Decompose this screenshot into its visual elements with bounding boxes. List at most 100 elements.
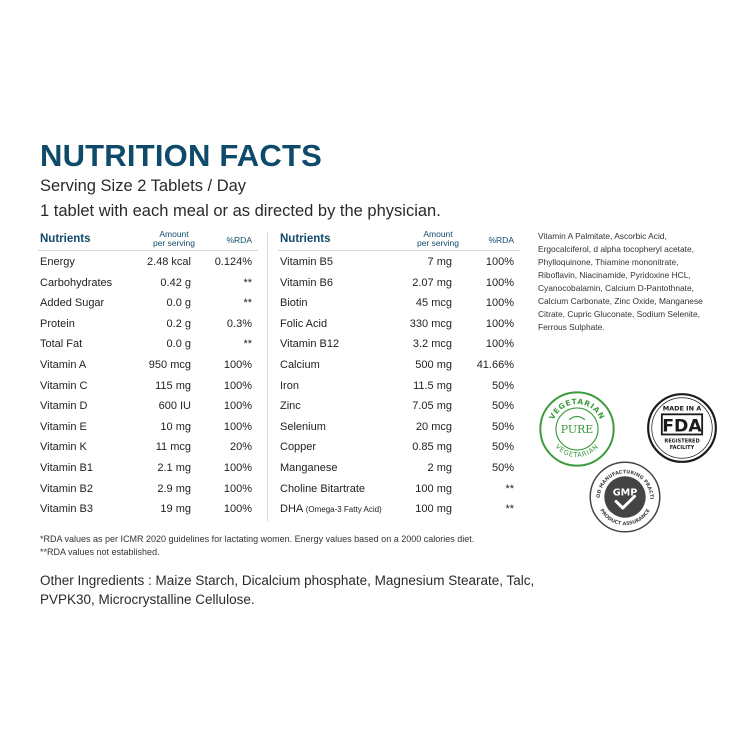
nutrient-name-text: Vitamin B2: [40, 482, 93, 495]
nutrient-rda: 0.124%: [214, 256, 252, 268]
table-row: Carbohydrates 0.42 g **: [38, 272, 258, 293]
gmp-center-text: GMP: [613, 488, 638, 499]
nutrient-name-text: Choline Bitartrate: [280, 482, 365, 495]
nutrient-amount: 0.85 mg: [412, 441, 452, 454]
table-row: Vitamin C 115 mg 100%: [38, 375, 258, 396]
nutrient-rda: 0.3%: [226, 317, 252, 330]
nutrient-amount: 2.07 mg: [412, 276, 452, 289]
nutrient-name-text: Copper: [280, 441, 317, 454]
nutrient-name: Folic Acid: [280, 318, 327, 330]
nutrient-name: Vitamin D: [40, 400, 87, 412]
nutrient-amount: 20 mcg: [415, 420, 452, 433]
nutrient-rda: **: [243, 297, 252, 310]
table-row: Manganese 2 mg 50%: [278, 457, 520, 478]
nutrient-name: Protein: [40, 318, 75, 330]
header-amount-line2: per serving: [152, 238, 196, 248]
nutrient-rows-left: Energy 2.48 kcal 0.124% Carbohydrates 0.42 g…: [38, 251, 258, 519]
nutrient-name: Selenium: [280, 421, 326, 433]
nutrient-name: Total Fat: [40, 338, 82, 350]
nutrient-amount: 10 mg: [160, 420, 191, 433]
table-row: Folic Acid 330 mcg 100%: [278, 313, 520, 334]
nutrient-rda: 100%: [485, 338, 514, 351]
nutrient-name-text: Folic Acid: [280, 317, 328, 330]
nutrient-name-text: Manganese: [280, 461, 338, 474]
serving-size: Serving Size 2 Tablets / Day: [40, 177, 247, 195]
nutrient-amount: 0.0 g: [166, 297, 191, 310]
fda-badge-icon: MADE IN A FDA REGISTERED FACILITY: [647, 393, 717, 463]
veg-center-text: PURE: [561, 423, 594, 436]
header-nutrients: Nutrients: [280, 233, 331, 245]
nutrient-name: Biotin: [280, 297, 308, 309]
nutrient-name-text: Added Sugar: [40, 297, 105, 310]
veg-top-text: VEGETARIAN: [547, 397, 606, 421]
table-row: Vitamin B3 19 mg 100%: [38, 498, 258, 519]
table-header: Nutrients Amount per serving %RDA: [38, 230, 258, 251]
nutrient-amount: 950 mcg: [148, 358, 191, 371]
svg-text:VEGETARIAN: VEGETARIAN: [554, 443, 601, 460]
table-row: Protein 0.2 g 0.3%: [38, 313, 258, 334]
vegetarian-badge-icon: VEGETARIAN VEGETARIAN PURE: [539, 391, 615, 467]
table-row: Vitamin D 600 IU 100%: [38, 395, 258, 416]
nutrient-name: Vitamin B6: [280, 277, 333, 289]
nutrient-name-text: Carbohydrates: [40, 276, 113, 289]
nutrient-name-text: DHA: [280, 503, 303, 516]
nutrient-rda: **: [505, 482, 514, 495]
nutrient-rda: **: [243, 338, 252, 351]
nutrient-name-text: Vitamin C: [40, 379, 88, 392]
nutrient-name-text: Total Fat: [40, 338, 83, 351]
header-rda: %RDA: [488, 235, 514, 245]
nutrient-rda: 100%: [223, 379, 252, 392]
gmp-badge-icon: GOOD MANUFACTURING PRACTICE PRODUCT ASSU…: [588, 460, 661, 533]
table-row: Vitamin B5 7 mg 100%: [278, 251, 520, 272]
nutrient-amount: 3.2 mcg: [412, 338, 452, 351]
header-amount-line2: per serving: [416, 238, 460, 248]
nutrient-rows-right: Vitamin B5 7 mg 100% Vitamin B6 2.07 mg 100% B…: [278, 251, 520, 519]
nutrient-name: Carbohydrates: [40, 277, 112, 289]
header-amount: Amount per serving: [408, 230, 468, 248]
nutrient-rda: 50%: [491, 461, 514, 474]
nutrient-name: Vitamin C: [40, 380, 87, 392]
nutrient-amount: 19 mg: [160, 503, 191, 516]
nutrient-rda: 100%: [485, 256, 514, 268]
nutrient-amount: 0.0 g: [166, 338, 191, 351]
nutrient-amount: 2 mg: [427, 461, 452, 474]
nutrient-name: Energy: [40, 256, 75, 268]
table-row: Vitamin K 11 mcg 20%: [38, 436, 258, 457]
nutrient-name: Vitamin B2: [40, 483, 93, 495]
table-row: Vitamin E 10 mg 100%: [38, 416, 258, 437]
veg-bottom-text: VEGETARIAN: [554, 443, 600, 460]
nutrient-name: Choline Bitartrate: [280, 483, 365, 495]
nutrient-name: Vitamin B5: [280, 256, 333, 268]
nutrient-name-text: Vitamin E: [40, 420, 87, 433]
nutrient-name: Vitamin K: [40, 441, 87, 453]
nutrient-name-text: Vitamin B12: [280, 338, 340, 351]
nutrient-amount: 11.5 mg: [413, 379, 452, 392]
nutrient-rda: 100%: [223, 358, 252, 371]
nutrient-amount: 0.2 g: [166, 317, 191, 330]
nutrient-name-text: Vitamin D: [40, 400, 88, 413]
nutrient-rda: 50%: [491, 441, 514, 454]
nutrient-rda: 100%: [223, 482, 252, 495]
table-row: Selenium 20 mcg 50%: [278, 416, 520, 437]
nutrient-name: Zinc: [280, 400, 301, 412]
nutrient-name-text: Iron: [280, 379, 299, 392]
nutrient-name: Vitamin E: [40, 421, 87, 433]
nutrient-name: Vitamin A: [40, 359, 86, 371]
nutrient-amount: 330 mcg: [409, 317, 452, 330]
nutrient-amount: 45 mcg: [415, 297, 452, 310]
header-rda: %RDA: [226, 235, 252, 245]
nutrient-rda: 20%: [229, 441, 252, 454]
header-amount-line1: Amount: [159, 229, 189, 239]
nutrient-name-text: Calcium: [280, 358, 320, 371]
nutrient-name-text: Vitamin B5: [280, 256, 333, 268]
fda-logo-text: FDA: [662, 417, 702, 437]
table-row: Iron 11.5 mg 50%: [278, 375, 520, 396]
table-row: Total Fat 0.0 g **: [38, 333, 258, 354]
header-amount-line1: Amount: [423, 229, 453, 239]
nutrient-name: DHA (Omega-3 Fatty Acid): [280, 503, 382, 515]
table-row: DHA (Omega-3 Fatty Acid) 100 mg **: [278, 498, 520, 519]
nutrient-name: Vitamin B3: [40, 503, 93, 515]
nutrient-rda: **: [505, 503, 514, 516]
nutrient-rda: 41.66%: [476, 358, 514, 371]
other-ingredients: Other Ingredients : Maize Starch, Dicalc…: [40, 573, 535, 607]
